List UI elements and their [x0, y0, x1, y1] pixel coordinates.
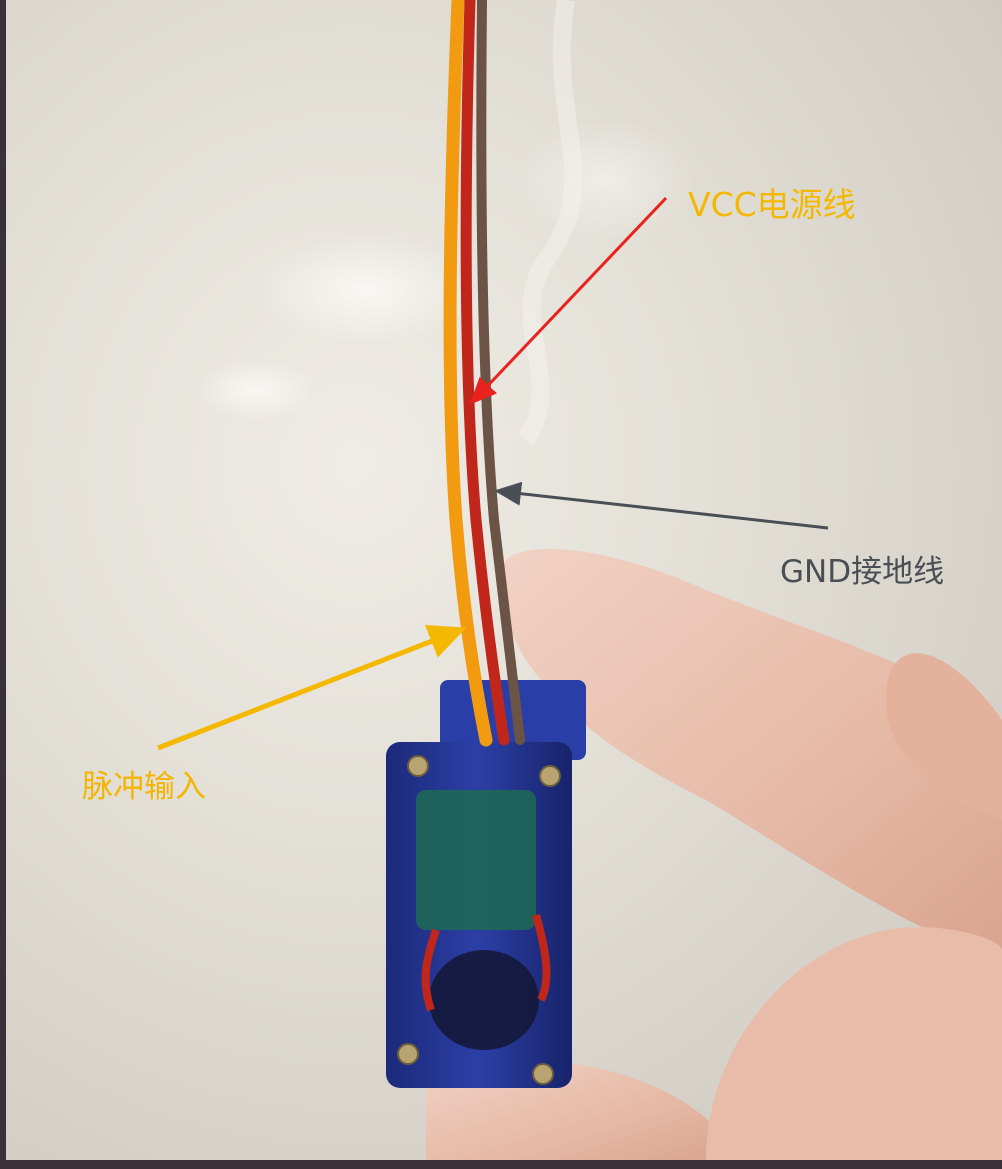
glare-spot [196, 360, 316, 420]
wire-ground [476, 0, 525, 745]
glare-spot [516, 120, 696, 240]
servo-pcb [416, 790, 536, 930]
servo-internal-wire [421, 928, 440, 1012]
gnd-arrow [494, 481, 829, 530]
index-finger [886, 653, 1002, 820]
photo-scene [157, 0, 1002, 1160]
bottom-border [0, 1160, 1002, 1169]
servo-photo [6, 0, 1002, 1160]
vcc-label: VCC电源线 [688, 185, 856, 224]
pulse-arrow [157, 624, 467, 751]
left-border [0, 0, 6, 1169]
servo-gear [429, 950, 539, 1050]
reflection-streak [518, 0, 583, 445]
thumb [501, 548, 1002, 960]
palm [706, 927, 1002, 1160]
vcc-arrow [469, 196, 668, 405]
screw [539, 765, 561, 787]
screw [532, 1063, 554, 1085]
gnd-label: GND接地线 [780, 554, 945, 590]
screw [397, 1043, 419, 1065]
wire-power [460, 0, 510, 746]
glare-spot [256, 235, 476, 345]
servo-internal-wire [532, 913, 551, 1002]
pulse-input-label: 脉冲输入 [82, 769, 206, 805]
screw [407, 755, 429, 777]
wire-signal [443, 0, 493, 747]
